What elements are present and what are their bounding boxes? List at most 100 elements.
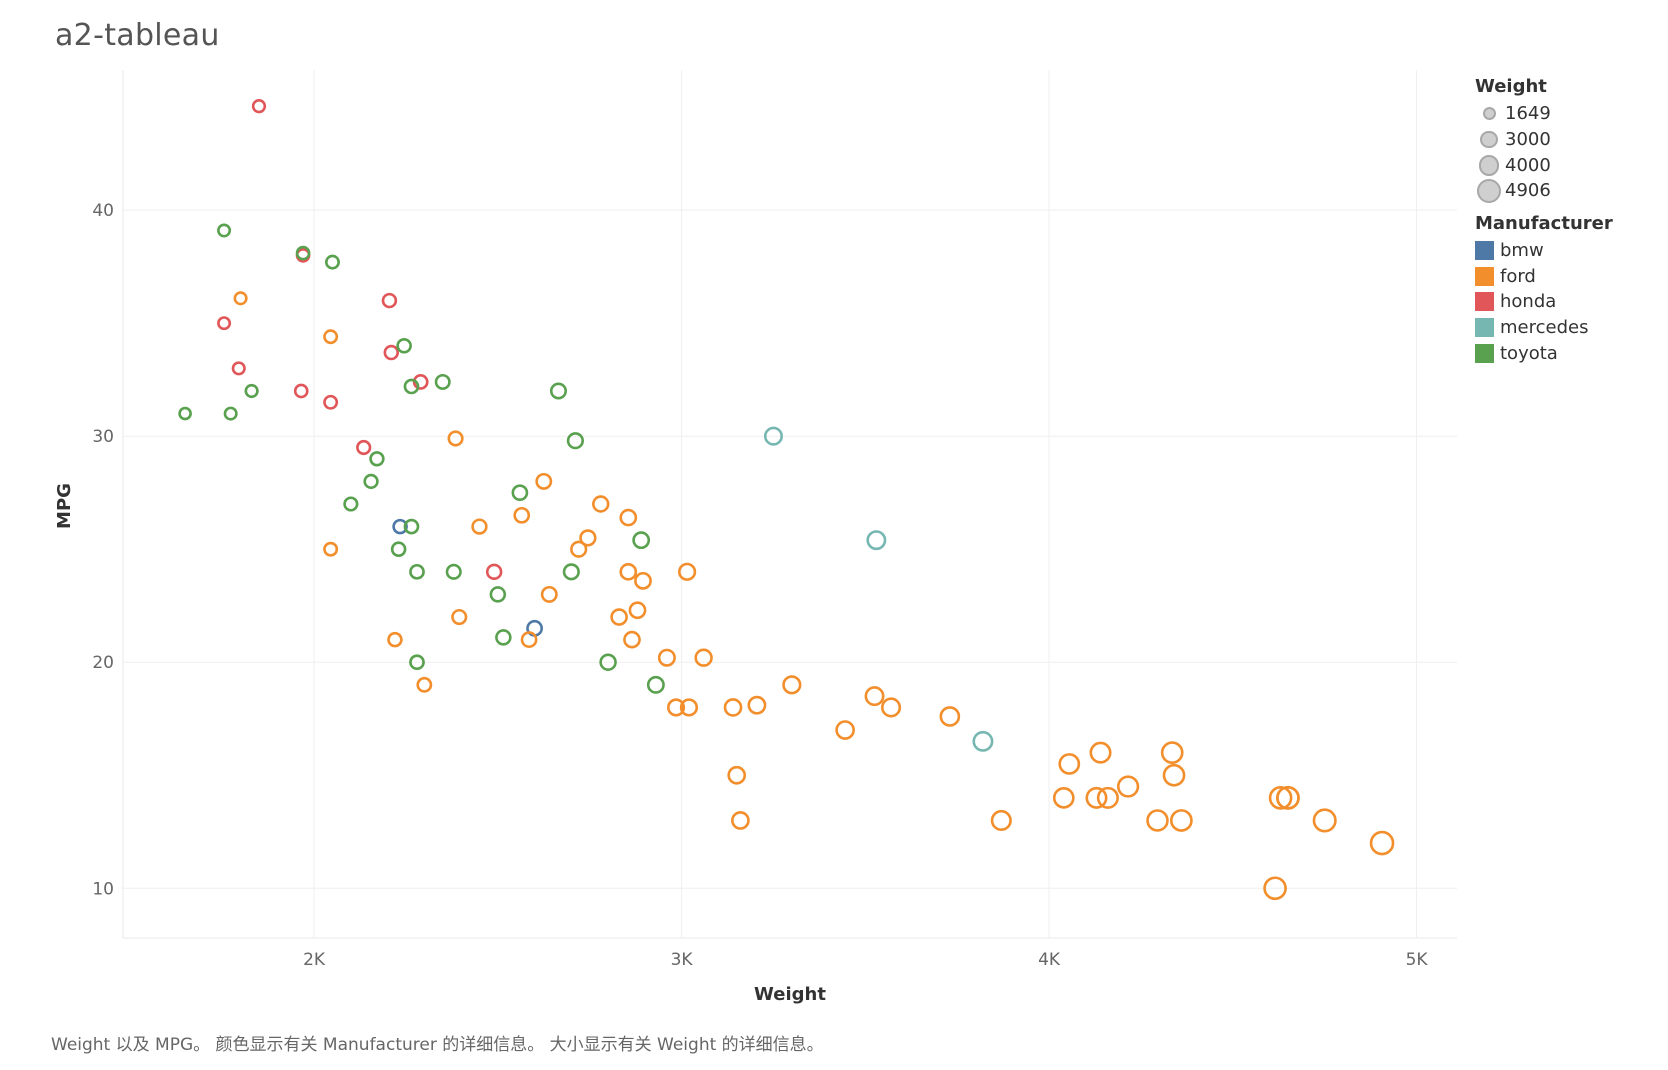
data-point-ford[interactable]: [592, 495, 610, 513]
data-point-ford[interactable]: [1268, 786, 1293, 810]
data-point-toyota[interactable]: [632, 531, 651, 550]
gridlines: [122, 70, 1457, 939]
data-points[interactable]: [178, 99, 1395, 901]
data-point-toyota[interactable]: [324, 254, 340, 270]
data-point-honda[interactable]: [383, 344, 400, 361]
data-point-toyota[interactable]: [409, 563, 425, 580]
size-legend-item: 4000: [1475, 152, 1613, 178]
data-point-toyota[interactable]: [217, 223, 232, 238]
data-point-toyota[interactable]: [363, 473, 379, 490]
data-point-ford[interactable]: [1162, 763, 1186, 787]
data-point-toyota[interactable]: [495, 629, 512, 646]
data-point-ford[interactable]: [679, 698, 699, 717]
data-point-toyota[interactable]: [396, 337, 412, 354]
data-point-ford[interactable]: [1085, 786, 1108, 809]
data-point-ford[interactable]: [619, 562, 638, 581]
data-point-toyota[interactable]: [445, 563, 462, 580]
data-point-ford[interactable]: [535, 472, 553, 490]
data-point-ford[interactable]: [939, 706, 961, 727]
data-point-honda[interactable]: [251, 99, 267, 114]
color-legend-item-ford[interactable]: ford: [1475, 263, 1613, 289]
data-point-honda[interactable]: [293, 383, 309, 399]
data-point-ford[interactable]: [835, 720, 855, 740]
x-tick-label: 3K: [671, 950, 694, 970]
color-legend-item-mercedes[interactable]: mercedes: [1475, 315, 1613, 341]
data-point-mercedes[interactable]: [866, 530, 887, 551]
data-point-toyota[interactable]: [403, 518, 420, 535]
data-point-ford[interactable]: [540, 585, 558, 603]
data-point-ford[interactable]: [1160, 741, 1184, 764]
color-legend-item-honda[interactable]: honda: [1475, 289, 1613, 315]
data-point-ford[interactable]: [694, 648, 713, 667]
data-point-ford[interactable]: [233, 291, 248, 306]
data-point-ford[interactable]: [570, 540, 588, 558]
data-point-ford[interactable]: [782, 675, 802, 695]
data-point-ford[interactable]: [387, 631, 403, 648]
data-point-ford[interactable]: [731, 811, 750, 830]
data-point-ford[interactable]: [881, 697, 902, 718]
data-point-honda[interactable]: [217, 316, 232, 331]
data-point-ford[interactable]: [520, 631, 538, 649]
data-point-ford[interactable]: [610, 608, 628, 626]
data-point-toyota[interactable]: [244, 383, 259, 399]
data-point-toyota[interactable]: [489, 586, 507, 603]
data-point-ford[interactable]: [1116, 775, 1140, 798]
data-point-honda[interactable]: [412, 374, 429, 390]
data-point-ford[interactable]: [727, 765, 747, 785]
data-point-toyota[interactable]: [549, 382, 567, 400]
data-point-ford[interactable]: [990, 809, 1012, 832]
data-point-bmw[interactable]: [392, 518, 408, 535]
data-point-ford[interactable]: [451, 608, 468, 626]
data-point-toyota[interactable]: [343, 496, 359, 512]
data-point-toyota[interactable]: [295, 245, 311, 261]
data-point-ford[interactable]: [323, 329, 339, 345]
data-point-ford[interactable]: [447, 430, 464, 447]
data-point-ford[interactable]: [1369, 830, 1395, 856]
data-point-toyota[interactable]: [562, 563, 580, 581]
data-point-mercedes[interactable]: [972, 730, 994, 752]
data-point-toyota[interactable]: [223, 406, 238, 421]
data-point-toyota[interactable]: [409, 654, 425, 671]
data-point-toyota[interactable]: [646, 675, 665, 694]
data-point-honda[interactable]: [231, 361, 246, 376]
data-point-toyota[interactable]: [511, 484, 529, 502]
data-point-toyota[interactable]: [599, 653, 617, 671]
data-point-ford[interactable]: [1312, 808, 1337, 833]
data-point-toyota[interactable]: [566, 432, 584, 450]
data-point-ford[interactable]: [619, 508, 638, 527]
data-point-mercedes[interactable]: [763, 426, 783, 446]
data-point-ford[interactable]: [1170, 809, 1193, 832]
data-point-ford[interactable]: [1263, 876, 1287, 901]
data-point-ford[interactable]: [864, 686, 885, 707]
color-legend-item-toyota[interactable]: toyota: [1475, 341, 1613, 367]
data-point-ford[interactable]: [723, 698, 743, 717]
data-point-ford[interactable]: [1276, 785, 1300, 810]
data-point-honda[interactable]: [323, 394, 339, 410]
data-point-ford[interactable]: [416, 676, 433, 693]
data-point-ford[interactable]: [579, 529, 597, 547]
data-point-toyota[interactable]: [178, 406, 192, 421]
data-point-toyota[interactable]: [369, 451, 385, 467]
data-point-ford[interactable]: [634, 571, 652, 590]
data-point-ford[interactable]: [667, 698, 686, 717]
data-point-ford[interactable]: [677, 562, 697, 581]
data-point-toyota[interactable]: [403, 378, 420, 395]
data-point-ford[interactable]: [1052, 787, 1075, 809]
data-point-ford[interactable]: [513, 506, 531, 524]
data-point-ford[interactable]: [1096, 786, 1119, 809]
data-point-ford[interactable]: [657, 648, 676, 667]
data-point-ford[interactable]: [623, 630, 641, 649]
data-point-honda[interactable]: [485, 563, 503, 581]
data-point-toyota[interactable]: [390, 541, 407, 557]
data-point-ford[interactable]: [1058, 753, 1081, 775]
data-point-honda[interactable]: [381, 292, 398, 309]
data-point-toyota[interactable]: [434, 373, 451, 390]
data-point-ford[interactable]: [1146, 809, 1169, 832]
data-point-ford[interactable]: [471, 518, 488, 535]
data-point-honda[interactable]: [356, 439, 372, 456]
color-legend-item-bmw[interactable]: bmw: [1475, 238, 1613, 264]
data-point-ford[interactable]: [747, 695, 767, 715]
data-point-ford[interactable]: [628, 601, 647, 620]
data-point-ford[interactable]: [323, 541, 339, 557]
data-point-ford[interactable]: [1089, 741, 1112, 764]
